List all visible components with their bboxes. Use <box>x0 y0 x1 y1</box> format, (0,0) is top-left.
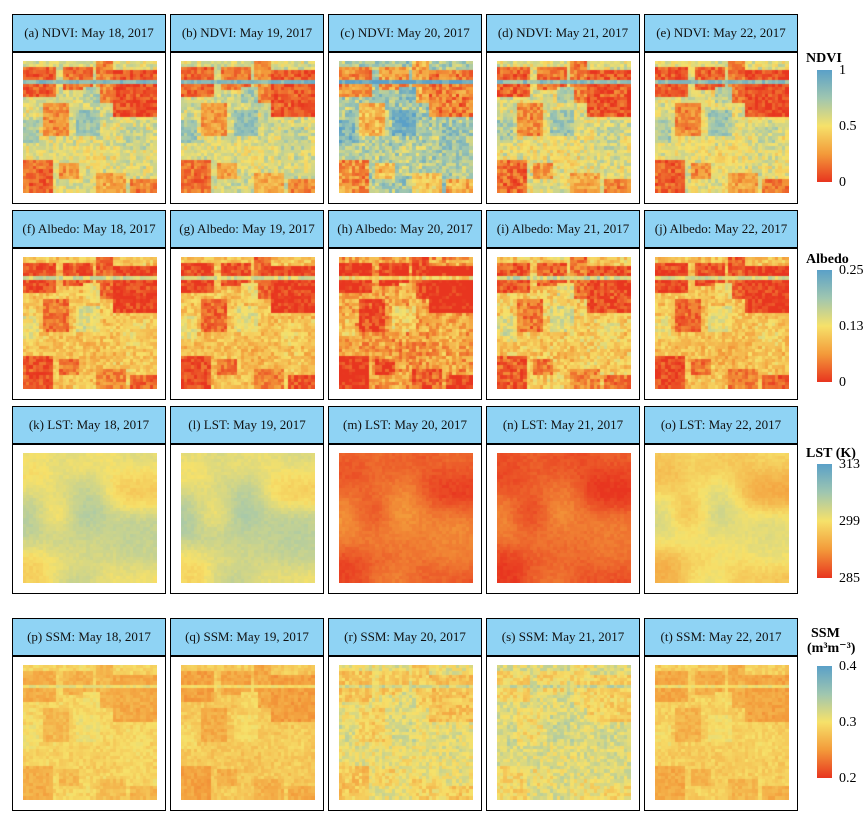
lst-map-panel-1 <box>12 444 166 594</box>
ndvi-colorbar-title: NDVI <box>806 51 842 66</box>
ndvi-colorbar <box>817 70 832 182</box>
ssm-map-panel-5 <box>644 656 798 811</box>
ssm-raster-5 <box>655 665 789 800</box>
ndvi-raster-5 <box>655 61 789 193</box>
albedo-map-panel-4 <box>486 248 640 400</box>
ndvi-raster-1 <box>23 61 157 193</box>
lst-raster-4 <box>497 453 631 583</box>
ndvi-panel-title-5: (e) NDVI: May 22, 2017 <box>644 14 798 52</box>
lst-map-panel-4 <box>486 444 640 594</box>
ssm-map-panel-4 <box>486 656 640 811</box>
ssm-panel-title-3: (r) SSM: May 20, 2017 <box>328 618 482 656</box>
ssm-panel-title-4: (s) SSM: May 21, 2017 <box>486 618 640 656</box>
ndvi-colorbar-title-text: NDVI <box>806 51 842 66</box>
albedo-map-panel-1 <box>12 248 166 400</box>
ndvi-colorbar-tick-1: 1 <box>839 63 846 78</box>
ndvi-map-panel-3 <box>328 52 482 204</box>
albedo-raster-1 <box>23 257 157 389</box>
lst-colorbar-title: LST (K) <box>806 446 856 461</box>
lst-colorbar <box>817 464 832 578</box>
lst-panel-title-3: (m) LST: May 20, 2017 <box>328 406 482 444</box>
albedo-map-panel-5 <box>644 248 798 400</box>
lst-colorbar-title-text: LST (K) <box>806 446 856 461</box>
lst-map-panel-5 <box>644 444 798 594</box>
albedo-colorbar-title-text: Albedo <box>806 252 849 267</box>
ndvi-map-panel-4 <box>486 52 640 204</box>
ssm-map-panel-1 <box>12 656 166 811</box>
albedo-colorbar-tick-1: 0.25 <box>839 263 864 278</box>
albedo-raster-4 <box>497 257 631 389</box>
albedo-raster-3 <box>339 257 473 389</box>
lst-raster-3 <box>339 453 473 583</box>
albedo-panel-title-4: (i) Albedo: May 21, 2017 <box>486 210 640 248</box>
ssm-raster-2 <box>181 665 315 800</box>
albedo-raster-2 <box>181 257 315 389</box>
lst-colorbar-tick-3: 285 <box>839 571 860 586</box>
albedo-map-panel-3 <box>328 248 482 400</box>
ndvi-raster-4 <box>497 61 631 193</box>
albedo-colorbar-tick-3: 0 <box>839 375 846 390</box>
albedo-panel-title-1: (f) Albedo: May 18, 2017 <box>12 210 166 248</box>
ssm-colorbar-tick-2: 0.3 <box>839 715 857 730</box>
ssm-colorbar-title-text: SSM <box>811 626 840 641</box>
ssm-raster-4 <box>497 665 631 800</box>
albedo-panel-title-3: (h) Albedo: May 20, 2017 <box>328 210 482 248</box>
ndvi-panel-title-1: (a) NDVI: May 18, 2017 <box>12 14 166 52</box>
ndvi-panel-title-2: (b) NDVI: May 19, 2017 <box>170 14 324 52</box>
albedo-raster-5 <box>655 257 789 389</box>
ssm-map-panel-3 <box>328 656 482 811</box>
ndvi-colorbar-tick-2: 0.5 <box>839 119 857 134</box>
ssm-colorbar-tick-1: 0.4 <box>839 659 857 674</box>
lst-panel-title-5: (o) LST: May 22, 2017 <box>644 406 798 444</box>
ssm-raster-3 <box>339 665 473 800</box>
ssm-colorbar-title: SSM (m³m⁻³) <box>807 626 855 656</box>
ndvi-raster-3 <box>339 61 473 193</box>
ndvi-panel-title-4: (d) NDVI: May 21, 2017 <box>486 14 640 52</box>
albedo-colorbar-title: Albedo <box>806 252 849 267</box>
ndvi-map-panel-1 <box>12 52 166 204</box>
albedo-panel-title-5: (j) Albedo: May 22, 2017 <box>644 210 798 248</box>
albedo-map-panel-2 <box>170 248 324 400</box>
lst-raster-2 <box>181 453 315 583</box>
ndvi-panel-title-3: (c) NDVI: May 20, 2017 <box>328 14 482 52</box>
lst-raster-1 <box>23 453 157 583</box>
ssm-panel-title-5: (t) SSM: May 22, 2017 <box>644 618 798 656</box>
ssm-colorbar-unit: (m³m⁻³) <box>807 641 856 656</box>
ndvi-colorbar-tick-3: 0 <box>839 175 846 190</box>
lst-panel-title-4: (n) LST: May 21, 2017 <box>486 406 640 444</box>
ndvi-map-panel-2 <box>170 52 324 204</box>
albedo-panel-title-2: (g) Albedo: May 19, 2017 <box>170 210 324 248</box>
lst-colorbar-tick-2: 299 <box>839 514 860 529</box>
lst-panel-title-2: (l) LST: May 19, 2017 <box>170 406 324 444</box>
lst-colorbar-tick-1: 313 <box>839 457 860 472</box>
albedo-colorbar-tick-2: 0.13 <box>839 319 864 334</box>
ssm-panel-title-1: (p) SSM: May 18, 2017 <box>12 618 166 656</box>
ssm-colorbar <box>817 666 832 778</box>
ssm-map-panel-2 <box>170 656 324 811</box>
ssm-panel-title-2: (q) SSM: May 19, 2017 <box>170 618 324 656</box>
lst-panel-title-1: (k) LST: May 18, 2017 <box>12 406 166 444</box>
lst-map-panel-2 <box>170 444 324 594</box>
albedo-colorbar <box>817 270 832 382</box>
ndvi-raster-2 <box>181 61 315 193</box>
lst-raster-5 <box>655 453 789 583</box>
ssm-raster-1 <box>23 665 157 800</box>
ssm-colorbar-tick-3: 0.2 <box>839 771 857 786</box>
lst-map-panel-3 <box>328 444 482 594</box>
ndvi-map-panel-5 <box>644 52 798 204</box>
